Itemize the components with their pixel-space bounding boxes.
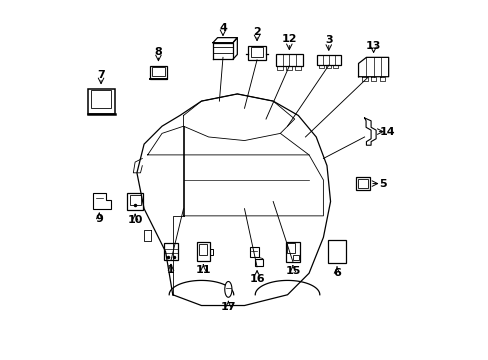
Polygon shape xyxy=(224,282,231,297)
Polygon shape xyxy=(93,193,110,209)
Bar xyxy=(355,177,369,190)
Bar xyxy=(163,243,178,260)
Text: 8: 8 xyxy=(154,47,162,57)
Bar xyxy=(196,242,209,261)
Text: 14: 14 xyxy=(379,127,395,136)
Text: 1: 1 xyxy=(167,265,175,275)
Bar xyxy=(357,179,367,188)
Bar xyxy=(127,193,142,210)
Bar xyxy=(292,255,298,260)
Bar xyxy=(316,55,340,65)
Text: 17: 17 xyxy=(220,302,236,312)
Bar xyxy=(251,47,263,57)
Text: 10: 10 xyxy=(127,215,142,225)
Text: 16: 16 xyxy=(249,274,264,284)
Text: 13: 13 xyxy=(365,41,381,50)
Text: 12: 12 xyxy=(281,34,297,44)
Text: 4: 4 xyxy=(219,23,226,33)
Text: 9: 9 xyxy=(95,215,103,224)
Text: 5: 5 xyxy=(378,179,386,189)
Text: 2: 2 xyxy=(253,27,261,37)
Text: 7: 7 xyxy=(97,70,105,80)
Bar xyxy=(90,90,111,108)
Bar xyxy=(327,240,346,264)
Bar xyxy=(248,45,265,60)
Bar xyxy=(152,67,164,76)
Text: 11: 11 xyxy=(195,265,211,275)
Bar xyxy=(129,195,140,205)
Text: 3: 3 xyxy=(325,35,332,45)
Bar xyxy=(286,243,294,253)
Bar xyxy=(199,244,207,255)
Text: 15: 15 xyxy=(285,266,300,276)
Bar xyxy=(87,89,114,114)
Bar xyxy=(249,247,258,257)
Bar xyxy=(285,242,300,262)
Bar xyxy=(254,258,262,266)
Text: 6: 6 xyxy=(332,267,340,278)
Bar xyxy=(149,66,167,79)
Bar xyxy=(275,54,302,66)
